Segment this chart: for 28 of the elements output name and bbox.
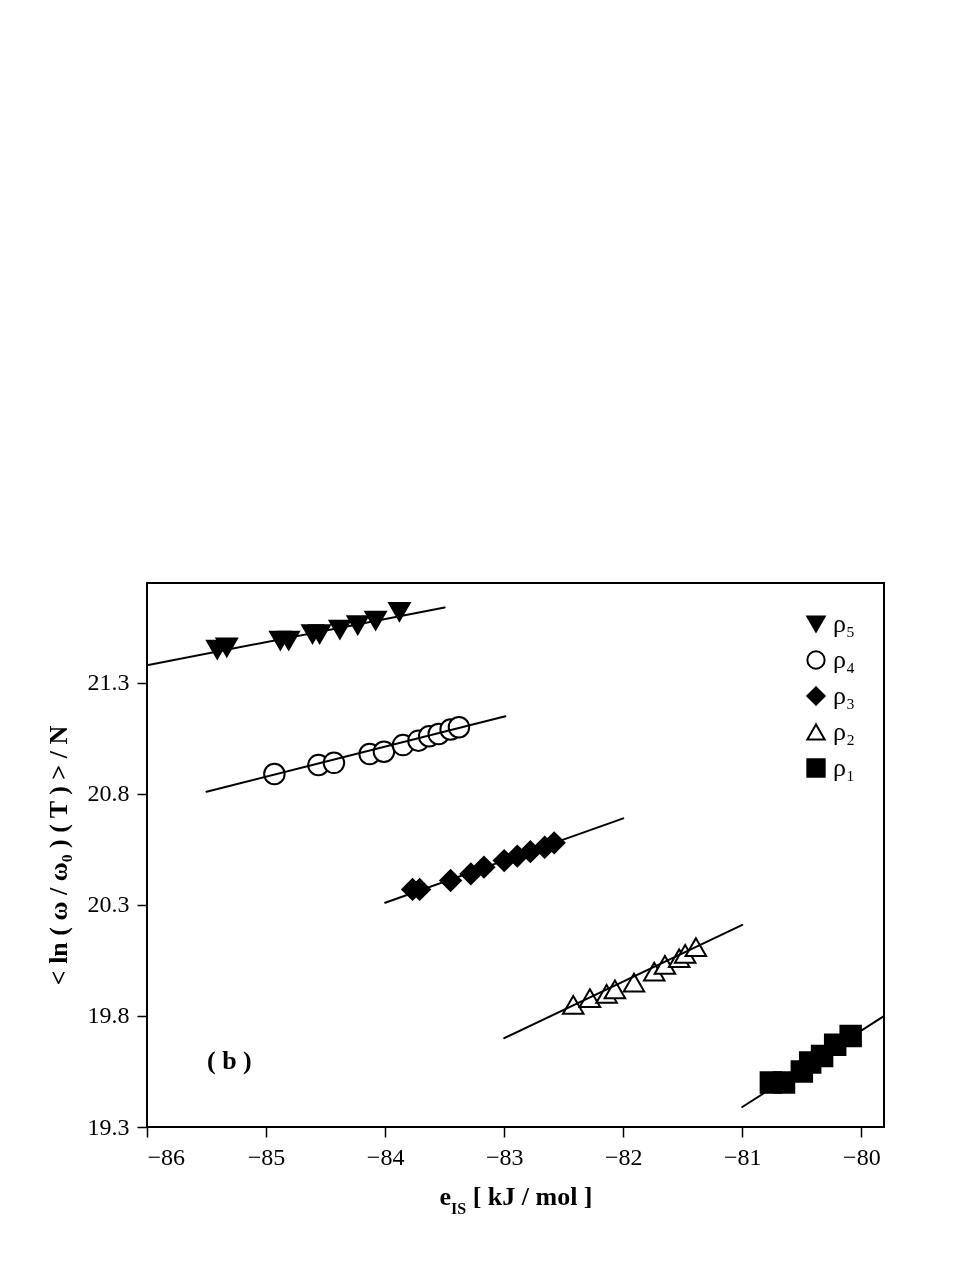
point — [839, 1024, 862, 1048]
legend-label: ρ₂ — [833, 717, 856, 746]
annotation: ( b ) — [207, 1046, 252, 1075]
point — [215, 637, 239, 658]
legend-label: ρ₅ — [833, 609, 856, 638]
x-tick-label: −85 — [247, 1143, 286, 1170]
y-tick-label: 19.8 — [87, 1002, 130, 1029]
x-tick-label: −83 — [485, 1143, 524, 1170]
x-axis-title: e$_{IS}$ [ kJ / mol ] — [439, 1181, 593, 1216]
y-axis-title: < ln ( ω / ω₀ ) ( T ) > / N — [43, 725, 73, 986]
legend-label: ρ₁ — [833, 753, 856, 782]
y-tick-label: 19.3 — [87, 1113, 130, 1140]
x-tick-label: −86 — [147, 1143, 186, 1170]
point — [308, 624, 331, 644]
x-tick-label: −84 — [366, 1143, 405, 1170]
point — [603, 979, 627, 1000]
y-tick-label: 20.8 — [87, 780, 130, 807]
x-tick-label: −81 — [724, 1143, 762, 1170]
legend-label: ρ₃ — [833, 681, 856, 710]
x-tick-label: −80 — [843, 1143, 881, 1170]
y-tick-label: 21.3 — [87, 669, 130, 696]
x-tick-label: −82 — [604, 1143, 643, 1170]
point — [364, 610, 387, 631]
legend-label: ρ₄ — [833, 645, 856, 674]
point — [346, 615, 369, 636]
point — [622, 972, 646, 993]
y-tick-label: 20.3 — [87, 891, 130, 918]
point — [388, 601, 411, 622]
